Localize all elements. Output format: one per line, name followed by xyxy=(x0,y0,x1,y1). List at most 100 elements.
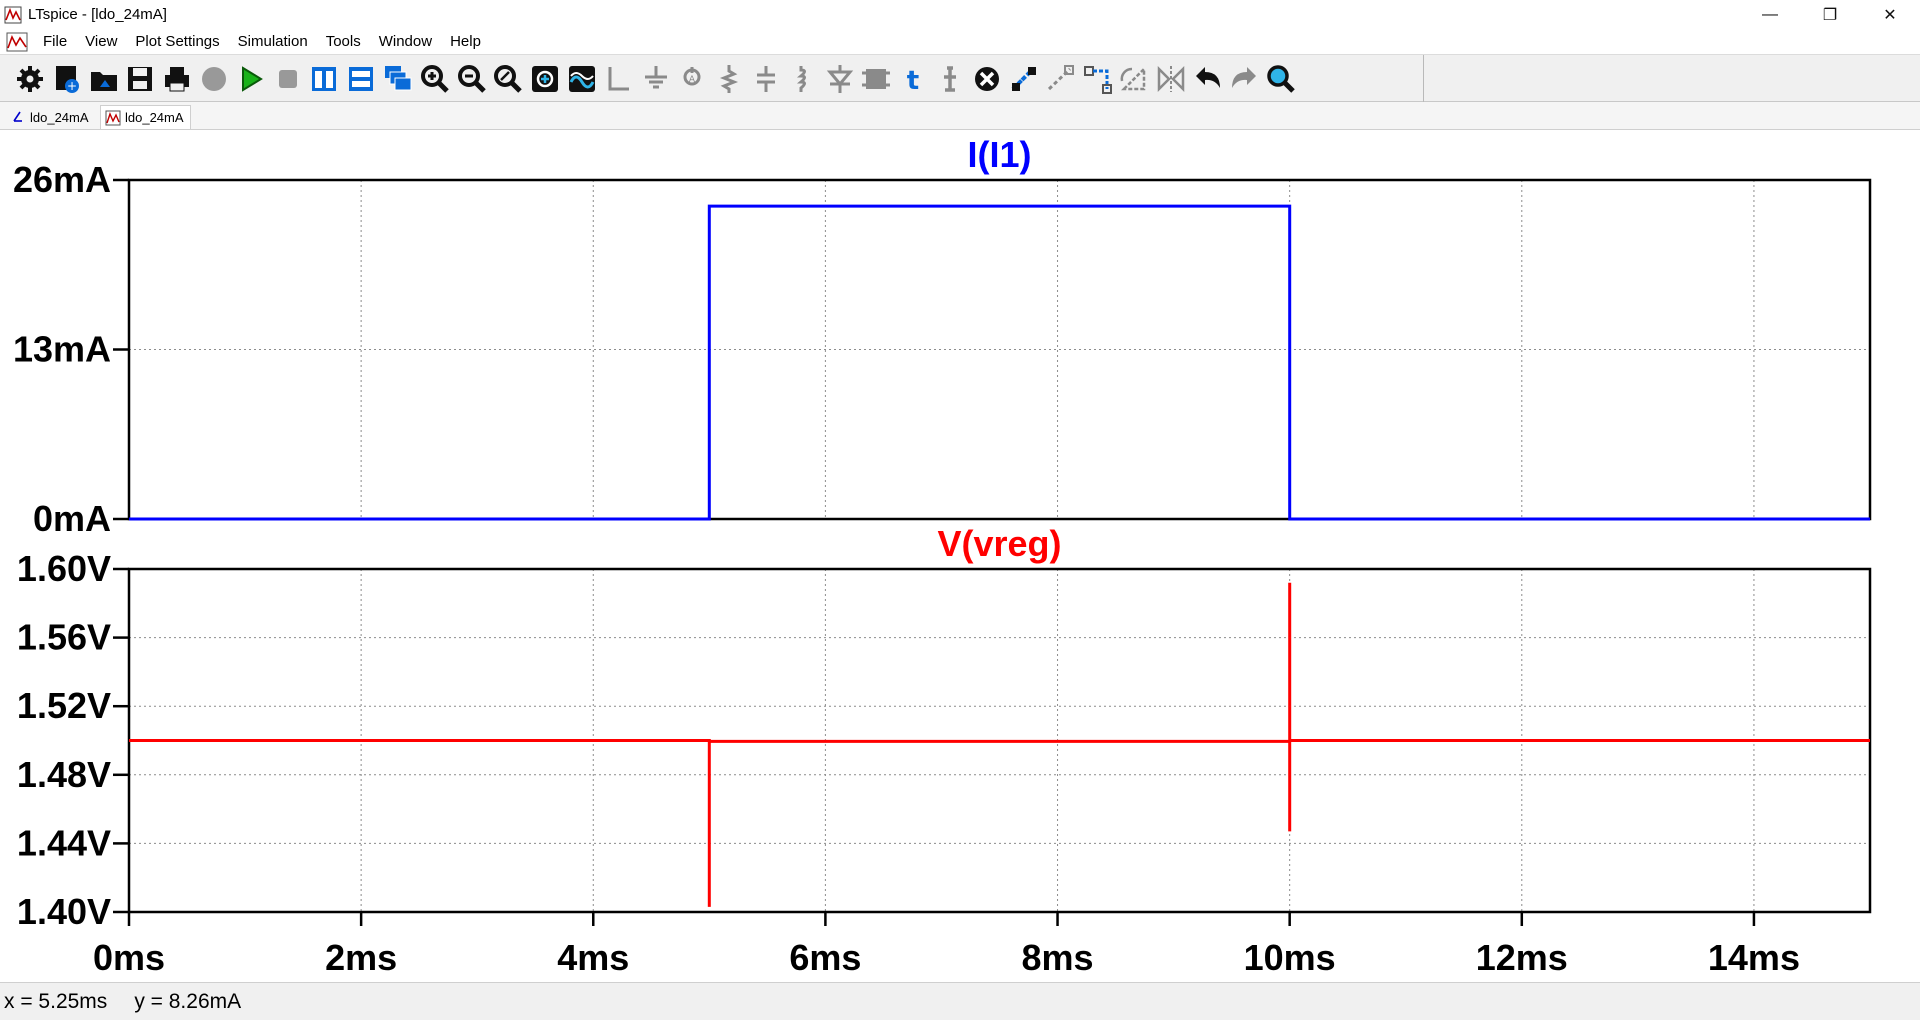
minimize-button[interactable]: — xyxy=(1740,0,1800,29)
x-tick-label: 0ms xyxy=(93,937,165,978)
menu-simulation[interactable]: Simulation xyxy=(237,33,308,50)
zoom-out-button[interactable] xyxy=(456,63,488,95)
halt-button[interactable] xyxy=(198,63,230,95)
y-tick-label: 1.48V xyxy=(17,754,111,795)
undo-button[interactable] xyxy=(1192,63,1224,95)
rotate-button[interactable] xyxy=(1118,63,1150,95)
cascade-button[interactable] xyxy=(382,63,414,95)
ltspice-logo-icon xyxy=(4,6,22,23)
drag-icon xyxy=(1084,66,1113,94)
y-tick-label: 26mA xyxy=(13,159,111,200)
waveform-viewer[interactable]: 26mA 13mA 0mA I(I1) 1.60V 1.56V 1.52V 1.48V 1.44… xyxy=(0,131,1920,981)
wire-button[interactable] xyxy=(603,63,635,95)
net-label-button[interactable]: A xyxy=(676,63,708,95)
menu-view[interactable]: View xyxy=(85,33,118,50)
y-tick-label: 1.40V xyxy=(17,891,111,932)
waveform-icon xyxy=(569,66,595,92)
restore-icon: ❐ xyxy=(1822,6,1838,24)
save-button[interactable] xyxy=(124,63,156,95)
x-tick-label: 2ms xyxy=(325,937,397,978)
tab-label: ldo_24mA xyxy=(30,109,89,125)
y-tick-label: 1.52V xyxy=(17,685,111,726)
tab-label: ldo_24mA xyxy=(125,110,184,125)
zoom-in-button[interactable] xyxy=(419,63,451,95)
capacitor-icon xyxy=(757,66,775,92)
mirror-icon xyxy=(1157,65,1185,93)
delete-button[interactable] xyxy=(971,63,1003,95)
inductor-icon xyxy=(796,66,806,92)
net-label-icon: A xyxy=(683,67,701,86)
document-tabs: ldo_24mA ldo_24mA xyxy=(0,102,1920,130)
y-tick-label: 1.56V xyxy=(17,617,111,658)
resistor-button[interactable] xyxy=(713,63,745,95)
cascade-icon xyxy=(385,66,412,91)
menu-window[interactable]: Window xyxy=(378,33,433,50)
waveform-document-icon[interactable] xyxy=(6,32,28,52)
trace-title: V(vreg) xyxy=(937,523,1061,564)
text-button[interactable]: t xyxy=(897,63,929,96)
menu-tools[interactable]: Tools xyxy=(325,33,361,50)
maximize-button[interactable]: ❐ xyxy=(1800,0,1860,29)
zoom-fit-button[interactable] xyxy=(492,63,524,95)
menu-plot-settings[interactable]: Plot Settings xyxy=(135,33,220,50)
cursor-y-readout: y = 8.26mA xyxy=(134,989,242,1013)
inductor-button[interactable] xyxy=(787,63,819,95)
redo-button[interactable] xyxy=(1228,63,1260,95)
find-icon xyxy=(1267,65,1295,93)
diode-button[interactable] xyxy=(824,63,856,95)
spice-directive-icon xyxy=(944,66,956,92)
duplicate-icon xyxy=(1011,67,1036,91)
gear-button[interactable] xyxy=(14,63,46,95)
run-icon xyxy=(241,66,263,92)
find-button[interactable] xyxy=(1265,63,1297,95)
x-tick-label: 4ms xyxy=(557,937,629,978)
y-tick-label: 1.60V xyxy=(17,548,111,589)
x-tick-label: 12ms xyxy=(1476,937,1568,978)
window-title: LTspice - [ldo_24mA] xyxy=(28,6,167,23)
zoom-fit-icon xyxy=(494,65,523,93)
x-tick-label: 8ms xyxy=(1022,937,1094,978)
waveform-plot[interactable]: 26mA 13mA 0mA I(I1) 1.60V 1.56V 1.52V 1.48V 1.44… xyxy=(0,131,1920,981)
close-button[interactable]: ✕ xyxy=(1860,0,1920,29)
halt-icon xyxy=(202,67,226,91)
ground-icon xyxy=(644,66,667,89)
tile-horizontal-button[interactable] xyxy=(345,63,377,95)
capacitor-button[interactable] xyxy=(750,63,782,95)
svg-text:t: t xyxy=(907,66,919,95)
menu-help[interactable]: Help xyxy=(450,33,481,50)
tile-vertical-button[interactable] xyxy=(308,63,340,95)
move-button[interactable] xyxy=(1044,63,1076,95)
y-tick-label: 0mA xyxy=(33,498,111,539)
new-schematic-button[interactable]: + xyxy=(51,63,83,95)
gear-icon xyxy=(17,66,43,92)
drag-button[interactable] xyxy=(1081,63,1113,95)
ground-button[interactable] xyxy=(640,63,672,95)
menu-file[interactable]: File xyxy=(43,33,68,50)
y-tick-label: 13mA xyxy=(13,329,111,370)
close-icon: ✕ xyxy=(1883,6,1897,24)
trace-title: I(I1) xyxy=(967,134,1031,175)
tab-schematic[interactable]: ldo_24mA xyxy=(6,105,95,129)
component-icon xyxy=(862,69,891,89)
waveform-button[interactable] xyxy=(566,63,598,95)
rotate-icon xyxy=(1120,65,1146,91)
run-button[interactable] xyxy=(235,63,267,95)
print-button[interactable] xyxy=(161,63,193,95)
tab-waveform[interactable]: ldo_24mA xyxy=(100,105,191,129)
delete-icon xyxy=(974,67,999,91)
autorange-button[interactable] xyxy=(529,63,561,95)
duplicate-button[interactable] xyxy=(1008,63,1040,95)
resistor-icon xyxy=(720,65,739,93)
redo-icon xyxy=(1232,67,1257,88)
mirror-button[interactable] xyxy=(1155,63,1187,95)
component-button[interactable] xyxy=(860,63,892,95)
spice-directive-button[interactable] xyxy=(934,63,966,95)
x-tick-label: 14ms xyxy=(1708,937,1800,978)
diode-icon xyxy=(826,65,853,93)
stop-button[interactable] xyxy=(272,63,304,95)
autorange-icon xyxy=(532,66,559,92)
open-button[interactable] xyxy=(88,63,120,95)
